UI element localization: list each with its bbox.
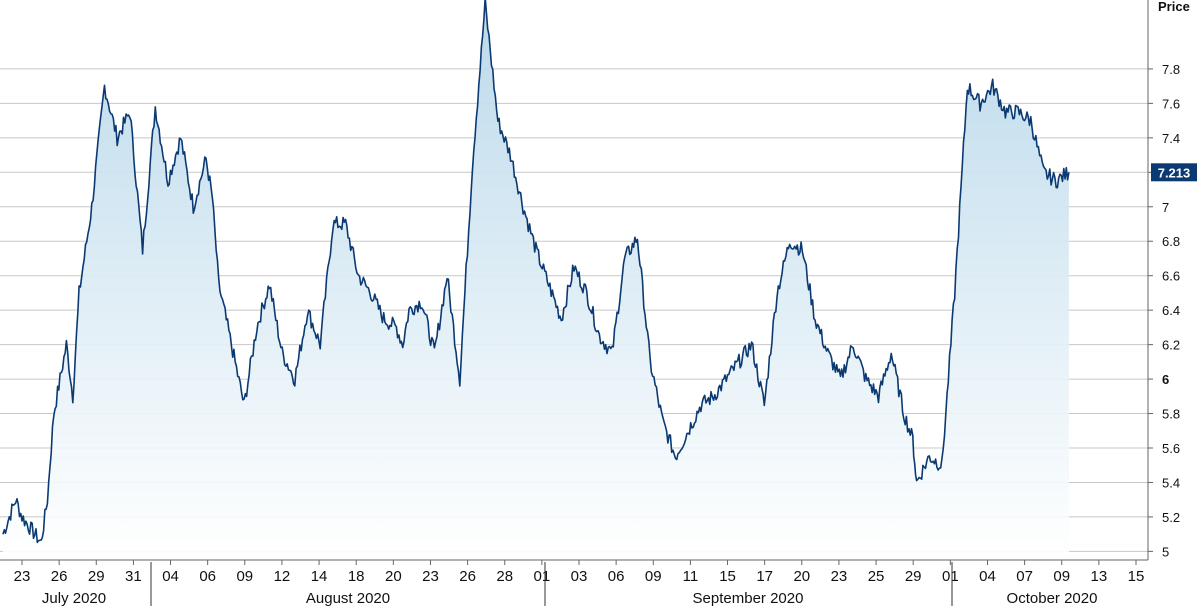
x-tick-label-26: 04 [979, 568, 996, 585]
x-tick-label-4: 04 [162, 568, 179, 585]
x-tick-label-11: 23 [422, 568, 439, 585]
x-tick-label-28: 09 [1053, 568, 1070, 585]
x-tick-label-19: 15 [719, 568, 736, 585]
y-tick-label-12: 7.4 [1162, 131, 1180, 146]
area-fill [3, 0, 1069, 560]
x-tick-label-5: 06 [199, 568, 216, 585]
y-tick-label-7: 6.4 [1162, 303, 1180, 318]
x-tick-label-12: 26 [459, 568, 476, 585]
x-tick-label-3: 31 [125, 568, 142, 585]
y-tick-label-4: 5.8 [1162, 407, 1180, 422]
month-label-0: July 2020 [42, 590, 106, 607]
y-tick-label-14: 7.8 [1162, 62, 1180, 77]
x-tick-label-20: 17 [756, 568, 773, 585]
x-tick-label-15: 03 [571, 568, 588, 585]
current-value-badge: 7.213 [1151, 163, 1197, 182]
y-tick-label-10: 7 [1162, 200, 1169, 215]
y-axis-title: Price [1158, 0, 1190, 14]
x-tick-label-7: 12 [274, 568, 291, 585]
x-tick-label-17: 09 [645, 568, 662, 585]
month-label-3: October 2020 [1007, 590, 1098, 607]
y-tick-label-5: 6 [1162, 372, 1169, 387]
y-tick-label-9: 6.8 [1162, 234, 1180, 249]
x-tick-label-8: 14 [311, 568, 328, 585]
month-label-2: September 2020 [693, 590, 804, 607]
series-line [2, 0, 1070, 544]
y-tick-label-3: 5.6 [1162, 441, 1180, 456]
y-tick-label-13: 7.6 [1162, 96, 1180, 111]
x-tick-label-21: 20 [793, 568, 810, 585]
x-tick-label-10: 20 [385, 568, 402, 585]
x-tick-label-9: 18 [348, 568, 365, 585]
x-tick-label-23: 25 [868, 568, 885, 585]
y-tick-label-1: 5.2 [1162, 510, 1180, 525]
current-value-box [1151, 163, 1197, 182]
x-tick-label-13: 28 [496, 568, 513, 585]
current-value-label: 7.213 [1158, 165, 1191, 180]
x-tick-label-2: 29 [88, 568, 105, 585]
y-tick-label-2: 5.4 [1162, 475, 1180, 490]
x-tick-label-29: 13 [1091, 568, 1108, 585]
y-tick-label-6: 6.2 [1162, 338, 1180, 353]
x-axis: 23 26 29 31 04 06 09 12 14 18 20 23 26 28 01 03 06 09 11 15… [0, 559, 1148, 607]
x-tick-label-25: 01 [942, 568, 959, 585]
x-tick-label-6: 09 [236, 568, 253, 585]
area-path [3, 0, 1069, 560]
x-tick-label-0: 23 [14, 568, 31, 585]
y-axis: Price 55.25.45.65.866.26.46.66.877.27.47… [1147, 0, 1190, 560]
month-label-1: August 2020 [306, 590, 390, 607]
x-tick-label-30: 15 [1128, 568, 1145, 585]
x-tick-label-22: 23 [831, 568, 848, 585]
x-tick-label-27: 07 [1016, 568, 1033, 585]
x-tick-label-18: 11 [683, 568, 699, 585]
y-tick-label-0: 5 [1162, 544, 1169, 559]
x-tick-label-14: 01 [534, 568, 551, 585]
y-tick-label-8: 6.6 [1162, 269, 1180, 284]
x-tick-label-16: 06 [608, 568, 625, 585]
x-tick-label-1: 26 [51, 568, 68, 585]
x-tick-label-24: 29 [905, 568, 922, 585]
price-line [2, 0, 1070, 544]
